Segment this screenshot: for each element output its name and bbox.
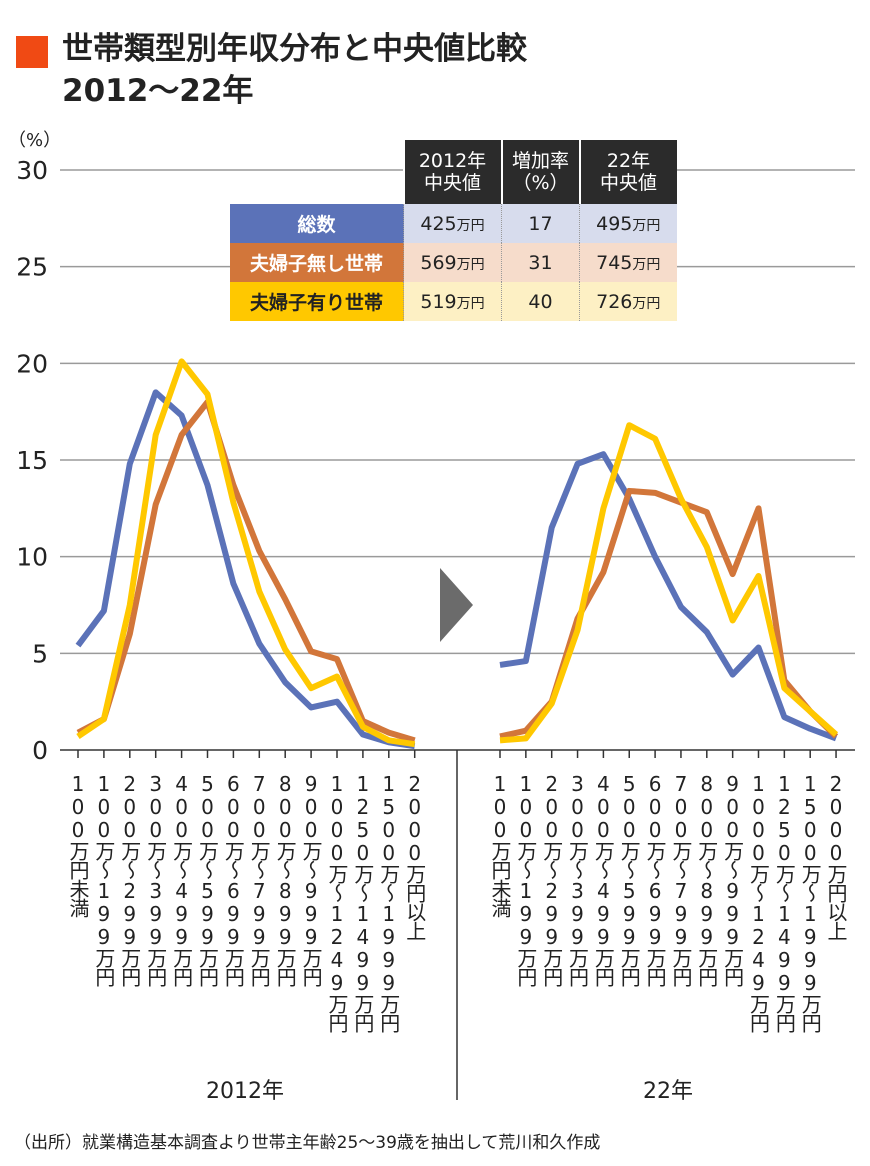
unit-label: 万円 — [456, 217, 485, 234]
x-tick-label: 1000万〜1249万円 — [747, 772, 771, 1033]
cell-v2022: 495万円 — [579, 204, 677, 243]
arrow-right-icon — [440, 568, 473, 642]
cell-value: 519 — [420, 290, 457, 313]
x-tick-label: 2000万円以上 — [824, 772, 848, 940]
panel-label: 22年 — [643, 1079, 693, 1104]
x-tick-label: 100万円未満 — [488, 772, 512, 918]
x-tick-label: 600万〜699万円 — [221, 772, 245, 987]
x-tick-label: 100万円未満 — [66, 772, 90, 918]
header-2012-median: 2012年 中央値 — [402, 140, 502, 204]
y-tick-label: 15 — [16, 446, 48, 475]
unit-label: 万円 — [456, 256, 485, 273]
cell-v2012: 569万円 — [403, 243, 502, 282]
unit-label: 万円 — [632, 256, 661, 273]
series-line-total — [499, 451, 838, 742]
y-axis-label: （%） — [8, 130, 61, 151]
x-tick-label: 900万〜999万円 — [299, 772, 323, 987]
x-tick-label: 100万〜199万円 — [92, 772, 116, 987]
title-line-1: 世帯類型別年収分布と中央値比較 — [62, 31, 527, 67]
cell-value: 745 — [596, 251, 633, 274]
x-tick-label: 700万〜799万円 — [669, 772, 693, 987]
x-tick-label: 800万〜899万円 — [695, 772, 719, 987]
cell-value: 17 — [528, 212, 553, 235]
x-tick-label: 1500万〜1999万円 — [798, 772, 822, 1033]
cell-value: 726 — [596, 290, 633, 313]
row-label: 夫婦子無し世帯 — [230, 243, 404, 282]
cell-rate: 17 — [501, 204, 580, 243]
cell-v2022: 745万円 — [579, 243, 677, 282]
x-tick-label: 400万〜499万円 — [591, 772, 615, 987]
cell-rate: 31 — [501, 243, 580, 282]
x-tick-label: 200万〜299万円 — [540, 772, 564, 987]
x-tick-label: 1500万〜1999万円 — [377, 772, 401, 1033]
x-tick-label: 1250万〜1499万円 — [772, 772, 796, 1033]
x-tick-label: 700万〜799万円 — [247, 772, 271, 987]
unit-label: 万円 — [456, 295, 485, 312]
x-tick-label: 1000万〜1249万円 — [325, 772, 349, 1033]
row-label: 総数 — [230, 204, 404, 243]
header-increase-rate: 増加率 （%） — [500, 140, 580, 204]
cell-value: 495 — [596, 212, 633, 235]
cell-value: 569 — [420, 251, 457, 274]
series-line-with-child — [499, 422, 839, 744]
x-tick-label: 600万〜699万円 — [643, 772, 667, 987]
cell-v2012: 519万円 — [403, 282, 502, 321]
cell-v2022: 726万円 — [579, 282, 677, 321]
y-tick-label: 20 — [16, 349, 48, 378]
x-tick-label: 300万〜399万円 — [566, 772, 590, 987]
x-tick-label: 1250万〜1499万円 — [351, 772, 375, 1033]
y-tick-label: 30 — [16, 156, 48, 185]
x-tick-label: 800万〜899万円 — [273, 772, 297, 987]
title-line-2: 2012～22年 — [62, 73, 254, 109]
cell-value: 40 — [528, 290, 553, 313]
series-line-total — [75, 389, 416, 750]
x-tick-label: 2000万円以上 — [403, 772, 427, 940]
unit-label: 万円 — [632, 217, 661, 234]
cell-v2012: 425万円 — [403, 204, 502, 243]
header-2022-median: 22年 中央値 — [578, 140, 677, 204]
y-tick-label: 25 — [16, 253, 48, 282]
panel-label: 2012年 — [206, 1079, 284, 1104]
x-tick-label: 500万〜599万円 — [617, 772, 641, 987]
x-tick-label: 300万〜399万円 — [144, 772, 168, 987]
x-tick-label: 200万〜299万円 — [118, 772, 142, 987]
title-accent-square — [16, 36, 48, 68]
table-row: 総数 425万円 17 495万円 — [230, 204, 677, 243]
cell-value: 31 — [528, 251, 553, 274]
x-tick-label: 400万〜499万円 — [170, 772, 194, 987]
table-row: 夫婦子有り世帯 519万円 40 726万円 — [230, 282, 677, 321]
y-tick-label: 0 — [32, 736, 48, 765]
unit-label: 万円 — [632, 295, 661, 312]
row-label: 夫婦子有り世帯 — [230, 282, 404, 321]
x-tick-label: 500万〜599万円 — [196, 772, 220, 987]
y-tick-label: 10 — [16, 543, 48, 572]
x-tick-label: 100万〜199万円 — [514, 772, 538, 987]
cell-value: 425 — [420, 212, 457, 235]
source-note: （出所）就業構造基本調査より世帯主年齢25～39歳を抽出して荒川和久作成 — [14, 1133, 601, 1153]
table-row: 夫婦子無し世帯 569万円 31 745万円 — [230, 243, 677, 282]
y-tick-label: 5 — [32, 639, 48, 668]
x-tick-label: 900万〜999万円 — [721, 772, 745, 987]
cell-rate: 40 — [501, 282, 580, 321]
series-line-with-child — [76, 358, 416, 748]
chart-title: 世帯類型別年収分布と中央値比較 2012～22年 — [62, 28, 527, 112]
series-line-no-child — [76, 399, 416, 744]
median-table: 2012年 中央値 増加率 （%） 22年 中央値 総数 425万円 17 495万円 夫婦子… — [230, 140, 677, 321]
